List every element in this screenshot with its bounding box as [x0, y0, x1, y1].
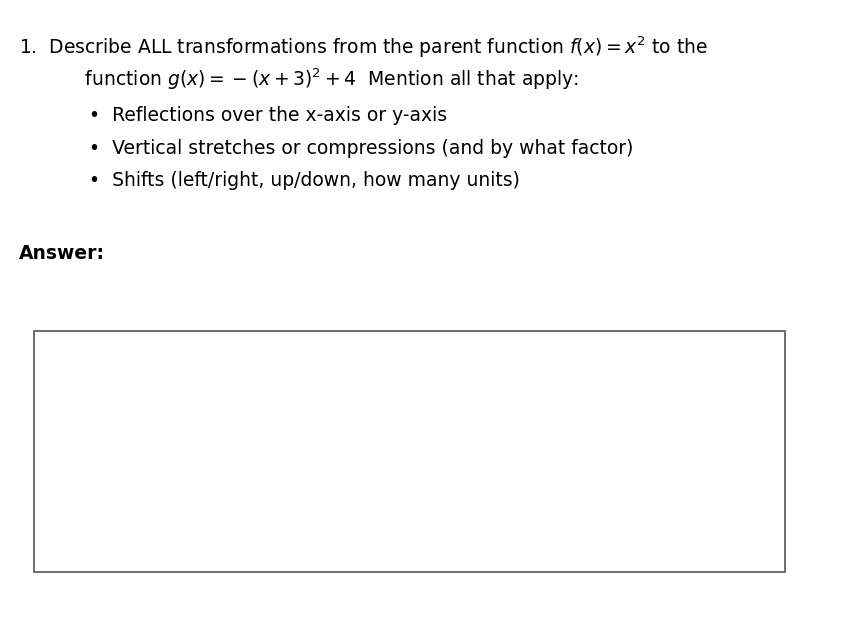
Text: Answer:: Answer: [19, 244, 105, 262]
Text: •  Vertical stretches or compressions (and by what factor): • Vertical stretches or compressions (an… [89, 139, 634, 158]
Text: •  Shifts (left/right, up/down, how many units): • Shifts (left/right, up/down, how many … [89, 171, 520, 190]
Bar [34, 331, 785, 572]
Text: •  Reflections over the x-axis or y-axis: • Reflections over the x-axis or y-axis [89, 106, 448, 125]
Text: 1.  Describe ALL transformations from the parent function $f(x) = x^{2}$ to the: 1. Describe ALL transformations from the… [19, 34, 708, 60]
Text: function $g(x) = -(x + 3)^{2} + 4$  Mention all that apply:: function $g(x) = -(x + 3)^{2} + 4$ Menti… [55, 67, 579, 92]
